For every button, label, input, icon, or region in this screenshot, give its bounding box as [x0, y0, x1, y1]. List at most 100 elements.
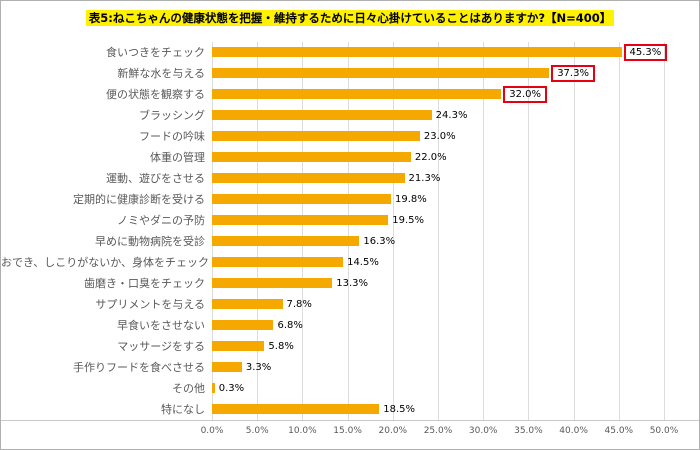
bar	[212, 173, 405, 184]
value-label: 16.3%	[363, 235, 396, 247]
category-label: 特になし	[161, 403, 205, 417]
bar-track: 37.3%	[212, 64, 664, 82]
bar	[212, 257, 344, 268]
bar-row: 体重の管理 22.0%	[1, 147, 699, 168]
value-label-highlighted: 45.3%	[623, 43, 668, 61]
chart-header: 表5:ねこちゃんの健康状態を把握・維持するために日々心掛けていることはありますか…	[1, 7, 699, 28]
bar-row: ブラッシング 24.3%	[1, 105, 699, 126]
category-label: 歯磨き・口臭をチェック	[84, 277, 205, 291]
bar	[212, 215, 389, 226]
bar	[212, 278, 333, 289]
bar-row: 早めに動物病院を受診 16.3%	[1, 231, 699, 252]
bar	[212, 236, 360, 247]
category-label: 運動、遊びをさせる	[106, 172, 205, 186]
gridline	[347, 41, 349, 421]
bar-row: 運動、遊びをさせる 21.3%	[1, 168, 699, 189]
bar-track: 16.3%	[212, 236, 664, 247]
bar-track: 0.3%	[212, 383, 664, 394]
x-tick-label: 0.0%	[200, 425, 224, 436]
bar	[212, 404, 380, 415]
x-tick-label: 45.0%	[604, 425, 634, 436]
bar-track: 19.5%	[212, 215, 664, 226]
gridlines	[212, 41, 665, 421]
value-label-highlighted: 32.0%	[503, 85, 548, 103]
bar-row: サプリメントを与える 7.8%	[1, 294, 699, 315]
category-label: その他	[172, 382, 205, 396]
value-label: 7.8%	[286, 298, 312, 310]
category-label: ブラッシング	[139, 109, 205, 123]
value-label: 0.3%	[218, 382, 245, 394]
gridline	[257, 41, 259, 421]
bar	[212, 131, 420, 142]
value-label: 3.3%	[245, 361, 272, 373]
bar-row: 歯磨き・口臭をチェック 13.3%	[1, 273, 699, 294]
x-tick-label: 30.0%	[468, 425, 498, 436]
value-label: 18.5%	[383, 403, 416, 415]
value-label: 19.5%	[392, 214, 425, 226]
gridline	[528, 41, 530, 421]
bar-track: 21.3%	[212, 173, 664, 184]
category-label: 早食いをさせない	[117, 319, 205, 333]
bar	[212, 47, 622, 58]
x-tick-label: 20.0%	[378, 425, 408, 436]
gridline	[392, 41, 394, 421]
gridline	[618, 41, 620, 421]
bar-row: ノミやダニの予防 19.5%	[1, 210, 699, 231]
bar-track: 3.3%	[212, 362, 664, 373]
category-label: おでき、しこりがないか、身体をチェック	[1, 256, 210, 270]
x-axis: 0.0% 5.0% 10.0% 15.0% 20.0% 25.0% 30.0% 35.0% 40…	[201, 425, 679, 441]
bar-track: 32.0%	[212, 85, 664, 103]
bar-row: 新鮮な水を与える 37.3%	[1, 63, 699, 84]
category-label: 早めに動物病院を受診	[95, 235, 205, 249]
value-label: 24.3%	[435, 109, 468, 121]
bar-row: 食いつきをチェック 45.3%	[1, 42, 699, 63]
category-label: 定期的に健康診断を受ける	[73, 193, 205, 207]
category-label: サプリメントを与える	[95, 298, 205, 312]
bar-track: 22.0%	[212, 152, 664, 163]
value-label: 6.8%	[277, 319, 303, 331]
bar	[212, 152, 411, 163]
bar-track: 24.3%	[212, 110, 664, 121]
bar-track: 13.3%	[212, 278, 664, 289]
x-tick-label: 5.0%	[245, 425, 269, 436]
gridline	[664, 41, 665, 421]
bar	[212, 320, 274, 331]
x-tick-label: 25.0%	[423, 425, 453, 436]
bar-row: マッサージをする 5.8%	[1, 336, 699, 357]
value-label: 23.0%	[423, 130, 456, 142]
x-tick-label: 40.0%	[559, 425, 588, 436]
value-label-highlighted: 37.3%	[551, 64, 595, 82]
value-label: 21.3%	[408, 172, 441, 184]
value-label: 13.3%	[336, 277, 368, 289]
bar-row: 便の状態を観察する 32.0%	[1, 84, 699, 105]
value-label: 22.0%	[414, 151, 447, 163]
bar-track: 19.8%	[212, 194, 664, 205]
bar-track: 6.8%	[212, 320, 664, 331]
bar-row: 特になし 18.5%	[1, 399, 699, 420]
value-label: 14.5%	[347, 256, 379, 268]
gridline	[302, 41, 304, 421]
category-label: 手作りフードを食べさせる	[73, 361, 205, 375]
x-tick-label: 50.0%	[649, 425, 679, 436]
category-label: マッサージをする	[117, 340, 205, 354]
category-label: 新鮮な水を与える	[117, 67, 205, 81]
chart-title: 表5:ねこちゃんの健康状態を把握・維持するために日々心掛けていることはありますか…	[85, 10, 615, 26]
bar	[212, 194, 391, 205]
category-label: フードの吟味	[139, 130, 205, 144]
bar-row: フードの吟味 23.0%	[1, 126, 699, 147]
bar-row: 定期的に健康診断を受ける 19.8%	[1, 189, 699, 210]
bar-track: 5.8%	[212, 341, 664, 352]
bar-row: その他 0.3%	[1, 378, 699, 399]
category-label: 便の状態を観察する	[106, 88, 205, 102]
bar-row: 手作りフードを食べさせる 3.3%	[1, 357, 699, 378]
category-label: 食いつきをチェック	[106, 46, 205, 60]
gridline	[212, 41, 213, 421]
gridline	[438, 41, 439, 421]
bar-row: おでき、しこりがないか、身体をチェック 14.5%	[1, 252, 699, 273]
bar	[212, 89, 502, 100]
bar-track: 7.8%	[212, 299, 664, 310]
value-label: 19.8%	[394, 193, 427, 205]
value-label: 5.8%	[268, 340, 294, 352]
bar-track: 45.3%	[212, 43, 668, 61]
